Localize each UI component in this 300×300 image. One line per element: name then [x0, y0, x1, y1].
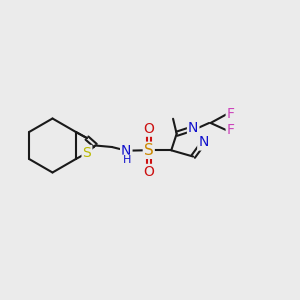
- Text: O: O: [143, 165, 154, 179]
- Text: F: F: [227, 107, 235, 121]
- Text: H: H: [122, 155, 131, 165]
- Text: N: N: [121, 144, 131, 158]
- Text: F: F: [227, 124, 235, 137]
- Text: N: N: [188, 122, 198, 135]
- Text: S: S: [144, 143, 154, 158]
- Text: O: O: [143, 122, 154, 136]
- Text: N: N: [198, 136, 208, 149]
- Text: S: S: [82, 146, 91, 160]
